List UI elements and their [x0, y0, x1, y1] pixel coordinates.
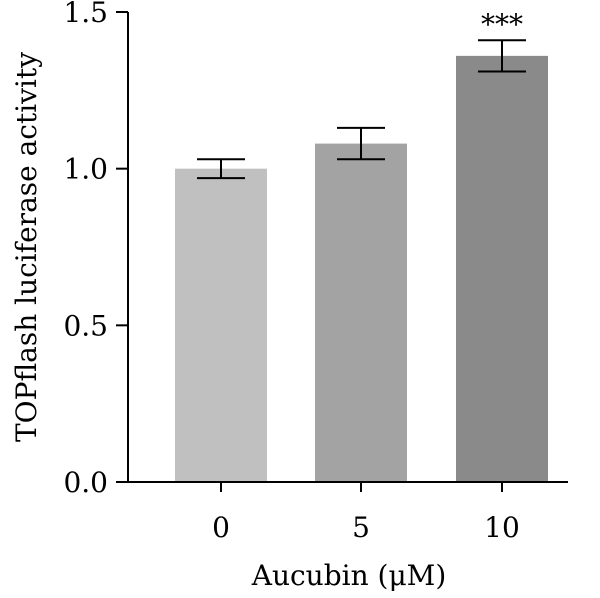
x-tick-label-5: 5 [352, 511, 370, 544]
error-bar-10 [478, 39, 526, 73]
annotations-group: *** [481, 8, 523, 41]
bar-10 [456, 55, 548, 482]
bar-0 [175, 168, 267, 482]
significance-annotation-10: *** [481, 8, 523, 41]
x-tick-label-10: 10 [484, 511, 520, 544]
x-tick-label-0: 0 [212, 511, 230, 544]
y-ticks-group: 0.0 0.5 1.0 1.5 [63, 0, 128, 499]
y-tick-label-1.0: 1.0 [63, 153, 108, 186]
x-axis-title: Aucubin (μM) [251, 559, 447, 592]
bars-group [175, 55, 548, 482]
error-bar-0 [197, 158, 245, 180]
error-bar-5 [337, 126, 385, 161]
y-tick-label-1.5: 1.5 [63, 0, 108, 29]
error-bars-group [197, 39, 526, 180]
y-tick-label-0.0: 0.0 [63, 466, 108, 499]
y-axis-title: TOPflash luciferase activity [10, 52, 43, 442]
x-ticks-group: 0 5 10 [212, 482, 520, 544]
bar-5 [315, 143, 407, 482]
y-tick-label-0.5: 0.5 [63, 309, 108, 342]
